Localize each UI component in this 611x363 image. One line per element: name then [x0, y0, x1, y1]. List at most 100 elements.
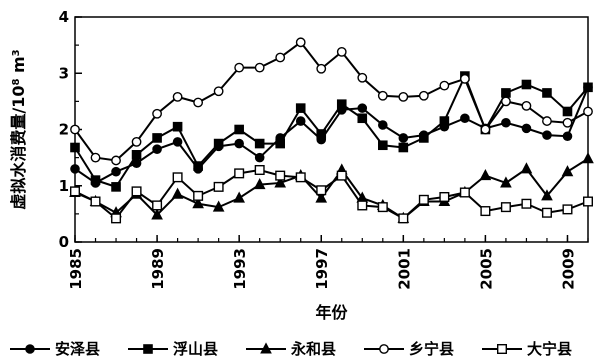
data-point — [501, 96, 511, 107]
data-point — [111, 182, 121, 192]
data-point — [459, 73, 470, 84]
legend-marker — [143, 344, 153, 354]
data-point — [459, 187, 470, 198]
data-point — [479, 169, 492, 181]
series-line — [74, 73, 589, 189]
data-point — [213, 86, 224, 97]
data-point — [315, 191, 328, 203]
data-point — [213, 181, 224, 192]
data-point — [254, 152, 265, 163]
data-point — [418, 194, 429, 205]
data-point — [377, 120, 388, 130]
data-point — [541, 207, 552, 218]
data-point — [193, 190, 204, 201]
data-point — [111, 166, 121, 177]
data-point — [152, 144, 162, 154]
x-axis-title: 年份 — [315, 303, 348, 322]
data-point — [234, 124, 244, 135]
axes: 1985 1989 1993 1997 2001 2005 2009 0 1 2 3 4 — [59, 8, 589, 290]
data-point — [418, 90, 429, 101]
y-axis-title-unit-exp: 3 — [11, 49, 22, 56]
data-point — [254, 138, 265, 149]
legend-marker — [25, 344, 35, 354]
data-point — [192, 197, 204, 209]
legend-item: 安泽县 — [10, 340, 100, 358]
data-point — [357, 113, 368, 124]
data-point — [583, 82, 593, 93]
data-point — [171, 187, 184, 199]
y-axis-title: 虚拟水消费量/108 m3 — [9, 49, 28, 209]
data-point — [521, 100, 532, 111]
data-point — [254, 164, 265, 175]
legend-item: 大宁县 — [482, 340, 572, 358]
series-line — [74, 157, 589, 220]
data-point — [521, 198, 532, 209]
data-point — [212, 200, 225, 212]
y-axis-title-unit: m — [9, 56, 28, 78]
data-point — [377, 90, 388, 101]
data-point — [336, 99, 347, 109]
data-point — [69, 186, 80, 197]
data-point — [336, 170, 347, 181]
data-point — [90, 152, 101, 163]
data-point — [233, 191, 245, 203]
data-point — [131, 186, 142, 197]
data-point — [193, 161, 203, 171]
legend-marker — [379, 344, 389, 354]
legend-item: 浮山县 — [128, 340, 218, 358]
data-point — [234, 62, 245, 73]
data-point — [562, 106, 573, 117]
y-tick-label: 3 — [59, 64, 69, 82]
data-point — [583, 106, 593, 117]
series-1 — [70, 82, 593, 188]
data-point — [151, 208, 163, 220]
legend-label: 永和县 — [290, 340, 336, 358]
data-point — [542, 116, 552, 126]
y-tick-label: 4 — [59, 8, 69, 26]
data-point — [480, 206, 491, 217]
legend-label: 浮山县 — [173, 340, 218, 358]
data-point — [275, 52, 286, 63]
data-point — [520, 162, 533, 174]
x-tick-label: 1993 — [231, 248, 249, 290]
x-tick-label: 1997 — [313, 248, 331, 290]
data-point — [253, 178, 266, 190]
data-point — [398, 133, 409, 143]
data-point — [275, 170, 286, 181]
series-layer — [69, 37, 594, 224]
data-point — [234, 138, 244, 149]
data-point — [378, 140, 388, 151]
data-point — [439, 80, 450, 91]
data-point — [480, 124, 491, 135]
legend-item: 永和县 — [246, 340, 336, 358]
data-point — [501, 88, 511, 98]
data-point — [70, 142, 80, 153]
data-point — [275, 138, 285, 149]
data-point — [561, 165, 574, 177]
data-point — [500, 176, 512, 188]
data-point — [254, 62, 265, 73]
data-point — [316, 63, 327, 74]
legend-label: 大宁县 — [527, 340, 572, 358]
data-point — [131, 150, 142, 160]
data-point — [398, 213, 409, 224]
data-point — [542, 130, 552, 140]
data-point — [111, 155, 121, 166]
data-point — [152, 108, 162, 119]
y-tick-label: 2 — [59, 121, 69, 139]
data-point — [501, 117, 511, 128]
data-point — [172, 121, 183, 132]
data-point — [541, 189, 553, 201]
data-point — [234, 168, 245, 179]
y-tick-label: 0 — [59, 233, 69, 251]
data-point — [398, 142, 409, 153]
data-point — [439, 116, 450, 126]
data-point — [562, 117, 573, 128]
y-tick-label: 1 — [59, 177, 69, 195]
data-point — [274, 176, 287, 188]
data-point — [357, 200, 368, 211]
data-point — [562, 204, 573, 215]
x-tick-label: 1989 — [149, 248, 167, 290]
